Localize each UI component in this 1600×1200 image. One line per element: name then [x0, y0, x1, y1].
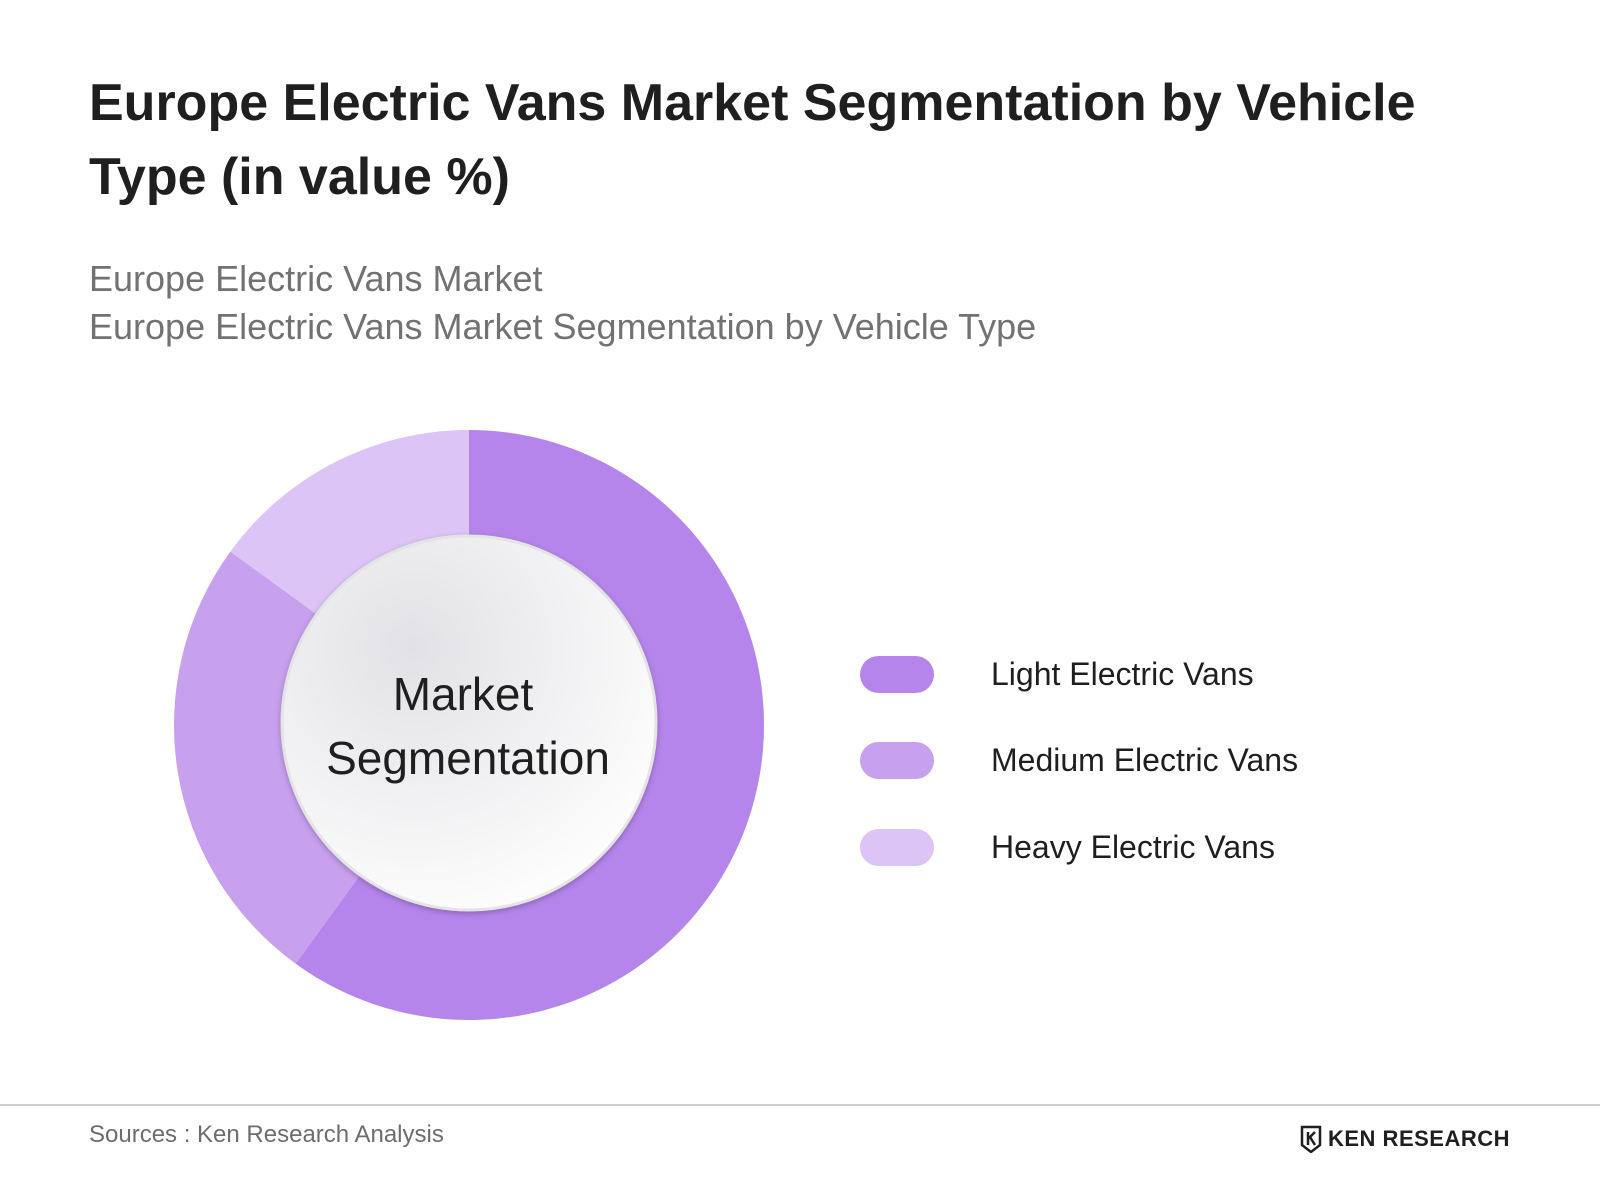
- legend-item-heavy: Heavy Electric Vans: [860, 827, 1360, 867]
- legend-swatch-medium: [860, 742, 934, 779]
- brand-logo: KEN RESEARCH: [1300, 1124, 1510, 1154]
- subtitle-line-2: Europe Electric Vans Market Segmentation…: [89, 306, 1037, 347]
- legend-swatch-light: [860, 656, 934, 693]
- legend-swatch-heavy: [860, 829, 934, 866]
- legend-label-light: Light Electric Vans: [991, 656, 1254, 692]
- center-label-line-2: Segmentation: [326, 732, 610, 784]
- subtitle-line-1: Europe Electric Vans Market: [89, 258, 543, 299]
- source-note: Sources : Ken Research Analysis: [89, 1121, 444, 1148]
- legend-item-light: Light Electric Vans: [860, 654, 1360, 694]
- legend-label-heavy: Heavy Electric Vans: [991, 829, 1275, 865]
- ken-research-logo-icon: [1300, 1125, 1322, 1153]
- chart-title: Europe Electric Vans Market Segmentation…: [89, 74, 1416, 206]
- donut-center: [280, 534, 658, 912]
- chart-subtitle: Europe Electric Vans Market Europe Elect…: [89, 255, 1036, 351]
- legend-label-medium: Medium Electric Vans: [991, 742, 1299, 778]
- center-label-line-1: Market: [393, 668, 534, 720]
- legend-item-medium: Medium Electric Vans: [860, 740, 1360, 780]
- brand-name: KEN RESEARCH: [1328, 1126, 1511, 1151]
- footer-divider: [0, 1104, 1600, 1106]
